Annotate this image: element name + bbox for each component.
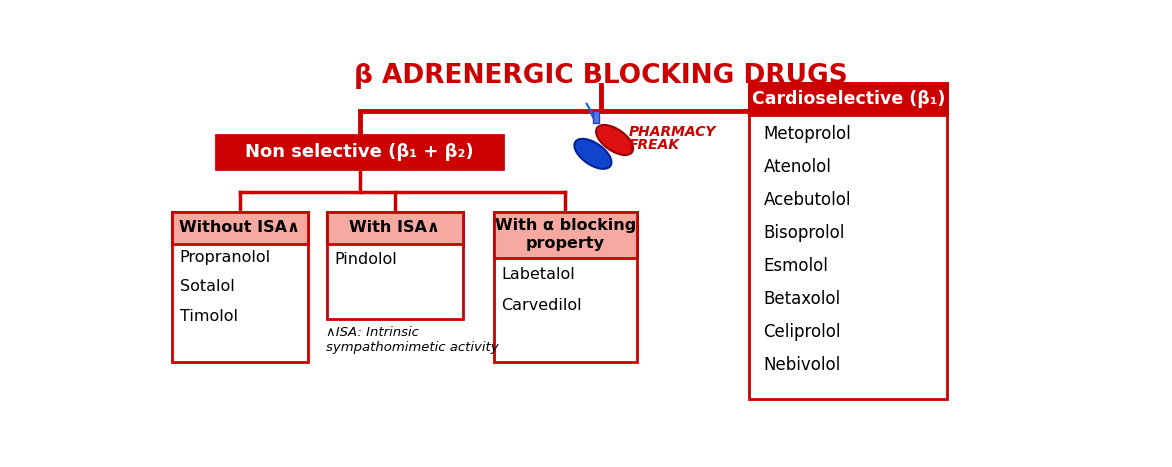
Text: Labetalol: Labetalol <box>502 267 575 282</box>
Bar <box>493 212 638 362</box>
Text: Without ISA∧: Without ISA∧ <box>179 220 300 235</box>
Text: Atenolol: Atenolol <box>763 158 831 176</box>
Text: Propranolol: Propranolol <box>179 250 271 265</box>
Bar <box>172 212 308 244</box>
Text: Celiprolol: Celiprolol <box>763 323 840 341</box>
Text: PHARMACY: PHARMACY <box>628 125 716 139</box>
Bar <box>327 212 463 319</box>
Ellipse shape <box>574 139 612 169</box>
Text: Esmolol: Esmolol <box>763 257 829 275</box>
Bar <box>749 83 947 115</box>
Text: β ADRENERGIC BLOCKING DRUGS: β ADRENERGIC BLOCKING DRUGS <box>354 63 847 89</box>
Text: With α blocking
property: With α blocking property <box>495 219 636 251</box>
Text: Non selective (β₁ + β₂): Non selective (β₁ + β₂) <box>245 143 473 161</box>
Text: sympathomimetic activity: sympathomimetic activity <box>326 341 498 354</box>
Bar <box>493 212 638 258</box>
FancyBboxPatch shape <box>593 111 599 123</box>
Text: With ISA∧: With ISA∧ <box>349 220 441 235</box>
Text: Timolol: Timolol <box>179 309 238 324</box>
Text: Cardioselective (β₁): Cardioselective (β₁) <box>751 90 945 108</box>
Bar <box>217 134 503 169</box>
Bar <box>749 83 947 399</box>
Text: Sotalol: Sotalol <box>179 279 234 294</box>
Text: ∧ISA: Intrinsic: ∧ISA: Intrinsic <box>326 325 418 339</box>
Bar <box>327 212 463 244</box>
Text: Nebivolol: Nebivolol <box>763 356 840 375</box>
Text: Carvedilol: Carvedilol <box>502 298 582 313</box>
Text: Acebutolol: Acebutolol <box>763 191 851 209</box>
Text: Bisoprolol: Bisoprolol <box>763 224 845 242</box>
Text: FREAK: FREAK <box>628 138 680 152</box>
Text: Metoprolol: Metoprolol <box>763 125 851 142</box>
Bar <box>172 212 308 362</box>
Ellipse shape <box>597 125 633 155</box>
Text: Betaxolol: Betaxolol <box>763 290 840 308</box>
Text: Pindolol: Pindolol <box>335 252 397 267</box>
